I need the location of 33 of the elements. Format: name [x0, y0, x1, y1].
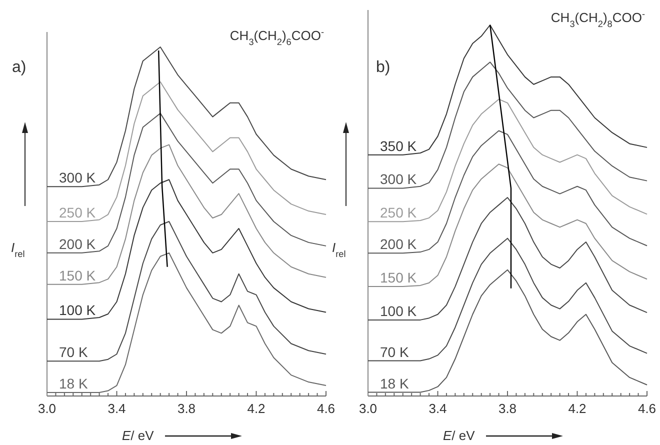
series-label: 300 K — [59, 170, 96, 186]
x-axis-title: E/ eV — [122, 428, 154, 443]
series-label: 70 K — [380, 344, 410, 360]
series-label: 100 K — [380, 302, 418, 319]
x-tick-label: 4.2 — [568, 401, 586, 416]
x-tick-label: 4.6 — [638, 401, 656, 416]
x-tick-label: 3.8 — [498, 401, 517, 416]
x-tick-label: 4.2 — [247, 401, 266, 416]
y-axis-title: I$_{rel}$ — [11, 240, 25, 259]
series-label: 100 K — [59, 302, 96, 318]
series-label: 18 K — [380, 375, 410, 392]
series-label: 250 K — [59, 204, 96, 220]
y-axis-title: I$_{rel}$ — [332, 240, 346, 259]
series-label: 70 K — [59, 344, 88, 360]
series-label: 150 K — [380, 270, 418, 286]
x-tick-label: 3.8 — [177, 401, 196, 416]
x-axis-title: E/ eV — [443, 428, 476, 443]
x-tick-label: 3.0 — [38, 401, 56, 416]
x-tick-label: 3.0 — [358, 401, 378, 416]
chart-title: CH$_{3}$(CH$_{2}$)$_{8}$COO$^{-}$ — [550, 9, 645, 29]
series-label: 18 K — [59, 376, 88, 392]
text: b) — [376, 59, 390, 76]
series-label: 250 K — [380, 204, 418, 221]
series-label: 150 K — [59, 267, 96, 284]
series-label: 300 K — [380, 171, 418, 188]
x-tick-label: 3.4 — [108, 401, 126, 416]
x-tick-label: 4.6 — [316, 401, 336, 416]
x-tick-label: 3.4 — [428, 401, 447, 416]
series-label: 200 K — [59, 236, 96, 252]
chart-title: CH$_{3}$(CH$_{2}$)$_{6}$COO$^{-}$ — [230, 27, 324, 47]
series-label: 350 K — [380, 138, 418, 154]
text: a) — [12, 59, 26, 76]
series-label: 200 K — [380, 236, 418, 252]
